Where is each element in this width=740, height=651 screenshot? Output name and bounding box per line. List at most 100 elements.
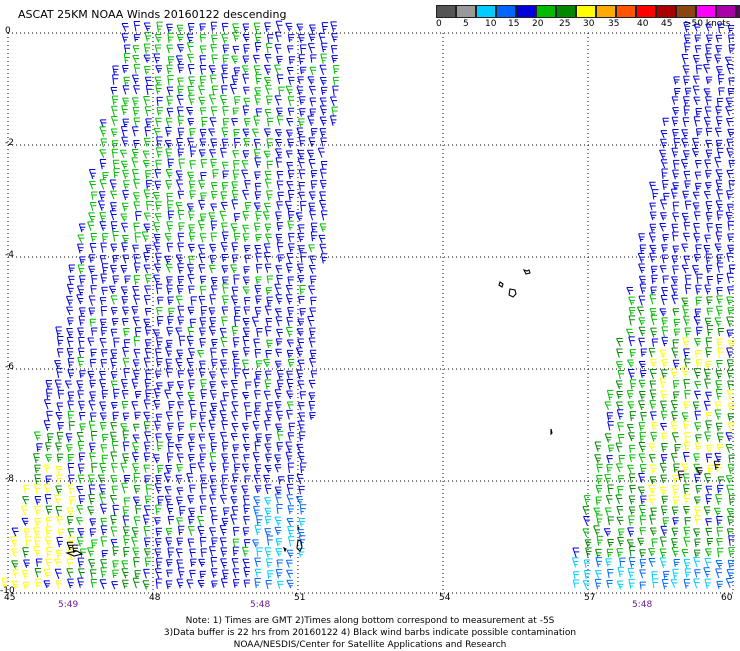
wind-barb — [263, 64, 272, 76]
wind-barb — [704, 182, 712, 190]
wind-barb — [724, 56, 732, 65]
wind-barb — [308, 33, 316, 42]
wind-barb — [662, 570, 670, 579]
wind-barb — [22, 581, 30, 590]
wind-barb — [681, 412, 689, 421]
wind-barb — [186, 358, 194, 369]
wind-barb — [682, 451, 690, 462]
wind-barb — [616, 580, 624, 590]
wind-barb — [266, 95, 273, 106]
wind-barb — [179, 506, 186, 516]
wind-barb — [660, 525, 668, 536]
wind-barb — [607, 421, 614, 431]
wind-barb — [276, 442, 283, 452]
wind-barb — [56, 348, 64, 358]
wind-barb — [617, 566, 625, 578]
wind-barb — [143, 505, 151, 516]
wind-barb — [153, 53, 161, 64]
wind-barb — [726, 359, 734, 369]
wind-barb — [262, 211, 270, 221]
legend-swatch — [656, 5, 676, 18]
wind-barb — [122, 506, 130, 516]
wind-barb — [186, 106, 194, 116]
wind-barb — [110, 357, 117, 369]
wind-barb — [155, 557, 163, 568]
wind-barb — [274, 138, 283, 148]
wind-barb — [321, 22, 329, 33]
wind-barb — [661, 432, 668, 441]
wind-barb — [166, 242, 174, 253]
wind-barb — [684, 327, 691, 337]
wind-barb — [65, 444, 73, 453]
wind-barb — [659, 222, 667, 232]
wind-barb — [649, 252, 656, 263]
wind-barb — [231, 473, 239, 484]
wind-barb — [133, 63, 141, 74]
wind-barb — [142, 514, 150, 526]
wind-barb — [110, 243, 118, 253]
wind-barb — [156, 136, 163, 147]
wind-barb — [638, 337, 645, 347]
wind-barb — [606, 455, 613, 464]
wind-barb — [177, 115, 184, 127]
wind-barb — [659, 536, 667, 548]
wind-barb — [254, 182, 262, 191]
wind-barb — [286, 390, 294, 400]
wind-barb — [231, 75, 239, 85]
wind-barb — [99, 463, 107, 474]
wind-barb — [133, 178, 140, 189]
wind-barb — [112, 388, 120, 400]
wind-barb — [649, 389, 657, 400]
wind-barb — [615, 361, 623, 370]
wind-barb — [715, 45, 722, 54]
wind-barb — [695, 108, 702, 117]
wind-barb — [660, 474, 667, 484]
wind-barb — [198, 295, 206, 306]
wind-barb — [694, 381, 701, 390]
wind-barb — [319, 243, 327, 254]
wind-barb — [199, 285, 207, 296]
wind-barb — [231, 401, 239, 411]
wind-barb — [706, 537, 714, 546]
legend-swatch — [556, 5, 576, 18]
wind-barb — [99, 255, 107, 264]
wind-barb — [55, 506, 63, 516]
wind-barb — [274, 389, 282, 400]
wind-barb — [286, 409, 293, 420]
wind-barb — [231, 55, 239, 64]
wind-barb — [187, 326, 194, 338]
wind-barb — [211, 34, 218, 44]
wind-barb — [648, 557, 656, 567]
wind-barb — [716, 254, 724, 264]
wind-barb — [715, 116, 723, 127]
wind-barb — [672, 474, 679, 484]
wind-barb — [683, 358, 691, 369]
map-title: ASCAT 25KM NOAA Winds 20160122 descendin… — [18, 8, 287, 21]
wind-barb — [234, 96, 241, 105]
wind-barb — [716, 444, 724, 453]
wind-barb — [163, 472, 171, 483]
wind-barb — [143, 252, 150, 263]
wind-barb — [694, 308, 702, 317]
wind-barb — [165, 179, 172, 190]
wind-barb — [255, 276, 262, 285]
wind-barb — [220, 191, 227, 201]
wind-barb — [190, 410, 197, 420]
wind-barb — [100, 326, 108, 336]
wind-barb — [199, 233, 207, 243]
wind-barb — [584, 539, 592, 548]
wind-barb — [298, 245, 305, 254]
wind-barb — [121, 306, 129, 316]
wind-barb — [683, 526, 690, 536]
wind-barb — [243, 515, 250, 526]
wind-barb — [176, 44, 184, 53]
wind-barb — [278, 86, 285, 96]
wind-barb — [629, 411, 637, 422]
wind-barb — [277, 254, 284, 263]
wind-barb — [189, 146, 197, 158]
wind-barb — [650, 286, 657, 296]
wind-barb — [582, 506, 590, 516]
wind-barb — [120, 286, 128, 296]
wind-barb — [693, 254, 701, 263]
wind-barb — [288, 56, 296, 65]
